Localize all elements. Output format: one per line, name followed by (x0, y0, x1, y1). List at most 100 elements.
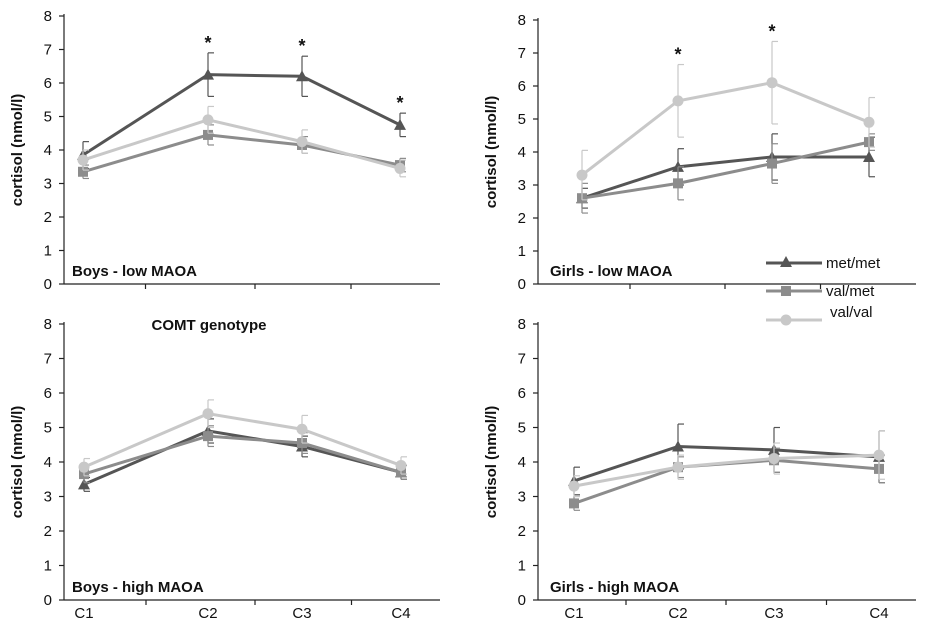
legend: COMT genotype met/met val/met val/val (152, 255, 882, 334)
legend-triangle-marker (780, 256, 792, 267)
y-axis-label: cortisol (nmol/l) (483, 96, 500, 209)
data-point (78, 478, 90, 490)
y-tick-label: 8 (518, 12, 526, 29)
chart-panel: 0 1 2 3 4 5 6 7 8 C1 C2 C3 C4 cortisol (nmol/l) Girls … (483, 316, 916, 622)
series-line (82, 73, 401, 157)
chart-panel: 0 1 2 3 4 5 6 7 8 cortisol (nmol/l) Boys - low MAO… (9, 8, 440, 293)
data-point (576, 169, 588, 181)
significance-star: * (204, 33, 211, 53)
legend-entry-val-met: val/met (766, 283, 875, 300)
y-axis-label: cortisol (nmol/l) (9, 94, 26, 207)
data-point (672, 440, 684, 452)
data-point (766, 77, 778, 89)
data-point (202, 408, 214, 420)
series-line (581, 81, 870, 177)
y-tick-label: 4 (44, 454, 52, 471)
y-tick-label: 7 (44, 351, 52, 368)
legend-label-val-val: val/val (830, 304, 873, 321)
y-tick-label: 0 (518, 592, 526, 609)
y-tick-label: 3 (44, 176, 52, 193)
data-point (768, 453, 780, 465)
y-tick-label: 6 (44, 385, 52, 402)
y-tick-label: 8 (518, 316, 526, 333)
y-tick-label: 5 (518, 111, 526, 128)
data-point (78, 461, 90, 473)
data-point (202, 68, 214, 80)
series-val-val (78, 399, 407, 477)
series-met-met (77, 52, 406, 170)
y-tick-label: 2 (518, 210, 526, 227)
x-tick-label: C3 (292, 605, 311, 622)
data-point (568, 480, 580, 492)
data-point (672, 95, 684, 107)
panel-title: Girls - low MAOA (550, 263, 673, 280)
series-line (83, 412, 402, 469)
data-point (202, 114, 214, 126)
significance-star: * (768, 21, 775, 41)
y-tick-label: 8 (44, 8, 52, 25)
data-point (672, 461, 684, 473)
y-tick-label: 0 (44, 276, 52, 293)
data-point (296, 136, 308, 148)
y-tick-label: 7 (44, 42, 52, 59)
x-tick-label: C2 (198, 605, 217, 622)
y-tick-label: 0 (518, 276, 526, 293)
legend-label-val-met: val/met (826, 283, 875, 300)
series-line (83, 434, 402, 476)
series-met-met (78, 418, 407, 492)
y-tick-label: 1 (518, 243, 526, 260)
y-tick-label: 6 (44, 75, 52, 92)
legend-entry-val-val: val/val (766, 304, 873, 326)
x-tick-label: C1 (564, 605, 583, 622)
y-tick-label: 1 (518, 558, 526, 575)
data-point (394, 118, 406, 130)
y-tick-label: 4 (518, 454, 526, 471)
legend-circle-marker (780, 314, 792, 326)
series-line (573, 444, 880, 483)
y-tick-label: 5 (44, 109, 52, 126)
data-point (873, 449, 885, 461)
y-tick-label: 3 (518, 177, 526, 194)
chart-panel: 0 1 2 3 4 5 6 7 8 cortisol (nmol/l) Girls - low MA… (483, 12, 916, 293)
data-point (203, 129, 213, 140)
data-point (767, 158, 777, 169)
chart-panel: 0 1 2 3 4 5 6 7 8 C1 C2 C3 C4 cortisol (nmol/l) Boys -… (9, 316, 440, 622)
data-point (394, 162, 406, 174)
data-point (395, 459, 407, 471)
significance-star: * (674, 45, 681, 65)
series-line (82, 133, 401, 174)
series-line (82, 118, 401, 170)
panel-title: Boys - low MAOA (72, 263, 197, 280)
data-point (863, 116, 875, 128)
y-tick-label: 1 (44, 243, 52, 260)
series-val-val (77, 105, 406, 178)
y-tick-label: 2 (44, 523, 52, 540)
series-val-val (568, 430, 885, 498)
x-tick-label: C3 (764, 605, 783, 622)
y-tick-label: 4 (44, 142, 52, 159)
data-point (78, 166, 88, 177)
y-tick-label: 6 (518, 78, 526, 95)
y-tick-label: 5 (518, 420, 526, 437)
y-tick-label: 0 (44, 592, 52, 609)
legend-square-marker (781, 286, 791, 296)
legend-entry-met-met: met/met (766, 255, 881, 272)
series-line (573, 453, 880, 488)
data-point (863, 150, 875, 162)
y-tick-label: 6 (518, 385, 526, 402)
y-tick-label: 2 (44, 209, 52, 226)
data-point (296, 423, 308, 435)
y-axis-label: cortisol (nmol/l) (483, 406, 500, 519)
series-line (581, 140, 870, 200)
data-point (569, 498, 579, 509)
series-val-val (576, 40, 875, 201)
y-tick-label: 3 (518, 489, 526, 506)
data-point (203, 431, 213, 442)
legend-title: COMT genotype (152, 317, 267, 334)
x-tick-label: C1 (74, 605, 93, 622)
y-tick-label: 2 (518, 523, 526, 540)
data-point (77, 154, 89, 166)
x-tick-label: C2 (668, 605, 687, 622)
panel-title: Boys - high MAOA (72, 579, 204, 596)
